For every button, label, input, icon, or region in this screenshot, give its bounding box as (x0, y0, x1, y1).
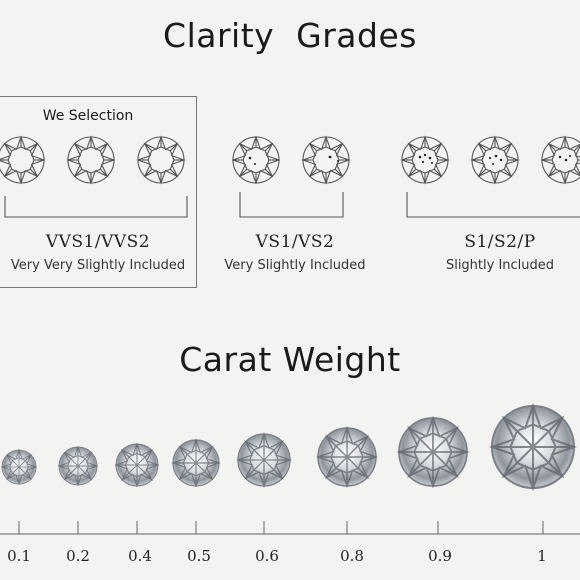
carat-label-1: 1 (537, 547, 547, 565)
grade-si: S1/S2/P (464, 232, 536, 252)
diamond-0.5 (172, 439, 220, 487)
desc-vs: Very Slightly Included (224, 258, 366, 273)
gem-vvs-1 (0, 136, 45, 184)
gem-vvs-3 (137, 136, 185, 184)
carat-label-0.2: 0.2 (66, 547, 90, 565)
diamond-0.6 (237, 433, 291, 487)
carat-label-0.6: 0.6 (255, 547, 279, 565)
bracket-vvs (4, 196, 188, 218)
grade-vs: VS1/VS2 (255, 232, 335, 252)
gem-si-1 (401, 136, 449, 184)
gem-vs-2 (302, 136, 350, 184)
carat-label-0.9: 0.9 (428, 547, 452, 565)
diamond-0.1 (1, 449, 37, 485)
carat-title: Carat Weight (179, 340, 401, 379)
bracket-si (406, 192, 580, 218)
gem-vs-1 (232, 136, 280, 184)
bracket-vs (239, 192, 344, 218)
gem-si-3 (541, 136, 580, 184)
carat-label-0.8: 0.8 (340, 547, 364, 565)
selection-box (0, 96, 197, 288)
desc-si: Slightly Included (445, 258, 555, 273)
selection-label: We Selection (42, 108, 134, 124)
carat-label-0.1: 0.1 (7, 547, 31, 565)
diamond-1 (490, 404, 576, 490)
diamond-0.4 (115, 443, 159, 487)
diamond-0.2 (58, 446, 98, 486)
diamond-0.8 (317, 427, 377, 487)
desc-vvs: Very Very Slightly Included (10, 258, 186, 273)
carat-label-0.4: 0.4 (128, 547, 152, 565)
diamond-0.9 (398, 417, 468, 487)
carat-ruler (0, 521, 580, 535)
gem-si-2 (471, 136, 519, 184)
clarity-title: Clarity Grades (163, 16, 417, 55)
grade-vvs: VVS1/VVS2 (45, 232, 151, 252)
carat-label-0.5: 0.5 (187, 547, 211, 565)
gem-vvs-2 (67, 136, 115, 184)
